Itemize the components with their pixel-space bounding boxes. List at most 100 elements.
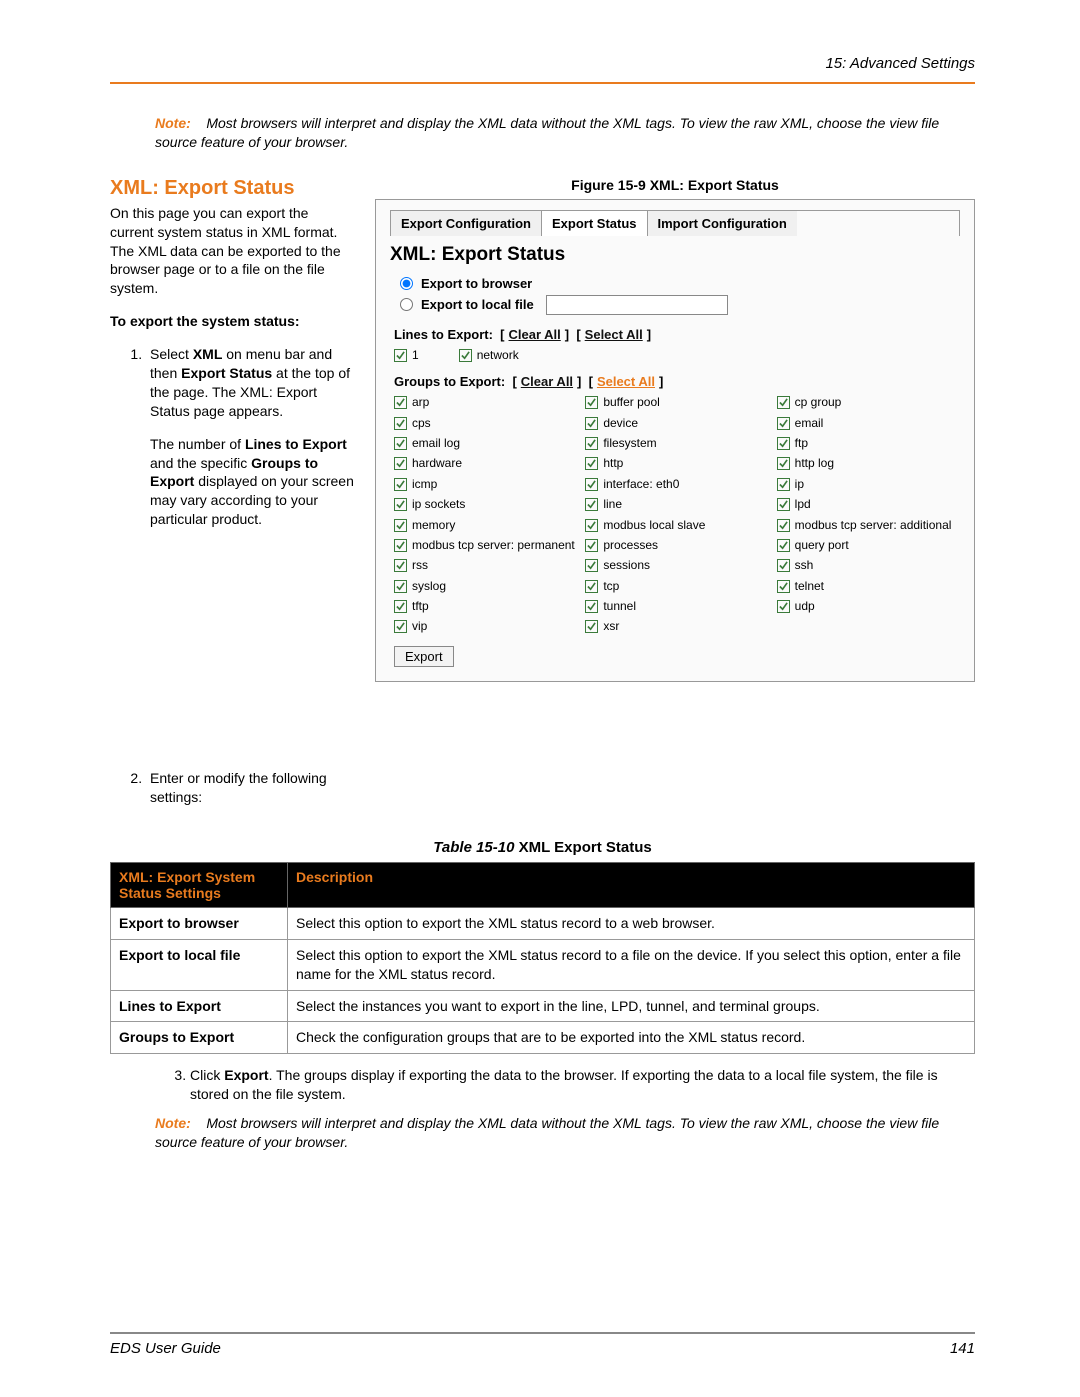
checkbox-icon[interactable] — [777, 559, 790, 572]
setting-name: Export to browser — [111, 907, 288, 939]
step-text: Select — [150, 346, 193, 362]
checkbox-icon[interactable] — [777, 600, 790, 613]
group-checkbox-item[interactable]: tftp — [394, 599, 577, 613]
checkbox-icon[interactable] — [585, 396, 598, 409]
group-checkbox-item[interactable]: icmp — [394, 477, 577, 491]
checkbox-icon[interactable] — [585, 417, 598, 430]
clear-all-link[interactable]: Clear All — [509, 327, 561, 342]
checkbox-icon[interactable] — [394, 498, 407, 511]
group-checkbox-item[interactable]: ip sockets — [394, 497, 577, 511]
checkbox-icon[interactable] — [585, 539, 598, 552]
table-row: Export to local fileSelect this option t… — [111, 939, 975, 990]
checkbox-icon[interactable] — [394, 478, 407, 491]
checkbox-icon[interactable] — [585, 437, 598, 450]
group-checkbox-item[interactable]: tunnel — [585, 599, 768, 613]
checkbox-icon[interactable] — [777, 498, 790, 511]
group-checkbox-item[interactable]: cp group — [777, 395, 960, 409]
group-checkbox-item[interactable]: xsr — [585, 619, 768, 633]
checkbox-icon[interactable] — [394, 417, 407, 430]
group-checkbox-item[interactable]: filesystem — [585, 436, 768, 450]
line-checkbox-item[interactable]: 1 — [394, 348, 419, 362]
tab-export-configuration[interactable]: Export Configuration — [391, 211, 542, 236]
checkbox-icon[interactable] — [585, 457, 598, 470]
checkbox-icon[interactable] — [777, 539, 790, 552]
clear-all-link[interactable]: Clear All — [521, 374, 573, 389]
group-checkbox-item[interactable]: device — [585, 416, 768, 430]
radio-input[interactable] — [400, 277, 413, 290]
checkbox-label: http log — [795, 456, 834, 470]
checkbox-icon[interactable] — [394, 457, 407, 470]
group-checkbox-item[interactable]: modbus tcp server: additional — [777, 518, 960, 532]
step-text: . The groups display if exporting the da… — [190, 1067, 938, 1102]
checkbox-icon[interactable] — [585, 580, 598, 593]
group-checkbox-item[interactable]: modbus tcp server: permanent — [394, 538, 577, 552]
group-checkbox-item[interactable]: tcp — [585, 579, 768, 593]
export-button[interactable]: Export — [394, 646, 454, 667]
checkbox-icon[interactable] — [394, 349, 407, 362]
radio-export-browser[interactable]: Export to browser — [400, 276, 960, 291]
checkbox-label: tunnel — [603, 599, 636, 613]
group-checkbox-item[interactable]: ssh — [777, 558, 960, 572]
tab-import-configuration[interactable]: Import Configuration — [648, 211, 797, 236]
group-checkbox-item[interactable]: processes — [585, 538, 768, 552]
checkbox-icon[interactable] — [394, 600, 407, 613]
checkbox-icon[interactable] — [777, 396, 790, 409]
group-checkbox-item[interactable]: hardware — [394, 456, 577, 470]
checkbox-icon[interactable] — [777, 478, 790, 491]
checkbox-icon[interactable] — [777, 437, 790, 450]
group-checkbox-item[interactable]: vip — [394, 619, 577, 633]
group-checkbox-item[interactable]: telnet — [777, 579, 960, 593]
group-checkbox-item[interactable]: http — [585, 456, 768, 470]
checkbox-icon[interactable] — [394, 539, 407, 552]
checkbox-icon[interactable] — [394, 559, 407, 572]
checkbox-icon[interactable] — [585, 478, 598, 491]
radio-export-file[interactable]: Export to local file — [400, 295, 960, 315]
group-checkbox-item[interactable]: email — [777, 416, 960, 430]
group-checkbox-item[interactable]: interface: eth0 — [585, 477, 768, 491]
checkbox-icon[interactable] — [585, 620, 598, 633]
note-block-bottom: Note: Most browsers will interpret and d… — [155, 1114, 975, 1152]
group-checkbox-item[interactable]: sessions — [585, 558, 768, 572]
groups-checkbox-grid: arp buffer pool cp group cps device email emai… — [394, 395, 960, 634]
checkbox-icon[interactable] — [585, 519, 598, 532]
group-checkbox-item[interactable]: line — [585, 497, 768, 511]
group-checkbox-item[interactable]: email log — [394, 436, 577, 450]
checkbox-icon[interactable] — [777, 457, 790, 470]
group-checkbox-item[interactable]: cps — [394, 416, 577, 430]
checkbox-label: telnet — [795, 579, 824, 593]
checkbox-icon[interactable] — [394, 396, 407, 409]
tab-export-status[interactable]: Export Status — [542, 211, 648, 236]
select-all-link[interactable]: Select All — [597, 374, 655, 389]
checkbox-icon[interactable] — [585, 600, 598, 613]
group-checkbox-item[interactable]: ip — [777, 477, 960, 491]
checkbox-icon[interactable] — [585, 498, 598, 511]
checkbox-icon[interactable] — [394, 580, 407, 593]
select-all-link[interactable]: Select All — [585, 327, 643, 342]
group-checkbox-item[interactable]: ftp — [777, 436, 960, 450]
checkbox-icon[interactable] — [585, 559, 598, 572]
group-checkbox-item[interactable]: memory — [394, 518, 577, 532]
group-checkbox-item[interactable]: buffer pool — [585, 395, 768, 409]
group-checkbox-item[interactable]: arp — [394, 395, 577, 409]
checkbox-icon[interactable] — [777, 519, 790, 532]
group-checkbox-item[interactable]: syslog — [394, 579, 577, 593]
step-text-bold: Export Status — [181, 365, 272, 381]
checkbox-icon[interactable] — [777, 580, 790, 593]
checkbox-icon[interactable] — [394, 437, 407, 450]
line-checkbox-item[interactable]: network — [459, 348, 519, 362]
checkbox-icon[interactable] — [394, 519, 407, 532]
group-checkbox-item[interactable]: rss — [394, 558, 577, 572]
note-text: Most browsers will interpret and display… — [155, 115, 939, 150]
checkbox-label: udp — [795, 599, 815, 613]
group-checkbox-item[interactable]: lpd — [777, 497, 960, 511]
file-name-input[interactable] — [546, 295, 728, 315]
checkbox-icon[interactable] — [777, 417, 790, 430]
checkbox-icon[interactable] — [459, 349, 472, 362]
group-checkbox-item[interactable]: udp — [777, 599, 960, 613]
group-checkbox-item[interactable]: http log — [777, 456, 960, 470]
radio-input[interactable] — [400, 298, 413, 311]
group-checkbox-item[interactable]: modbus local slave — [585, 518, 768, 532]
table-caption: Table 15-10 XML Export Status — [110, 839, 975, 856]
checkbox-icon[interactable] — [394, 620, 407, 633]
group-checkbox-item[interactable]: query port — [777, 538, 960, 552]
